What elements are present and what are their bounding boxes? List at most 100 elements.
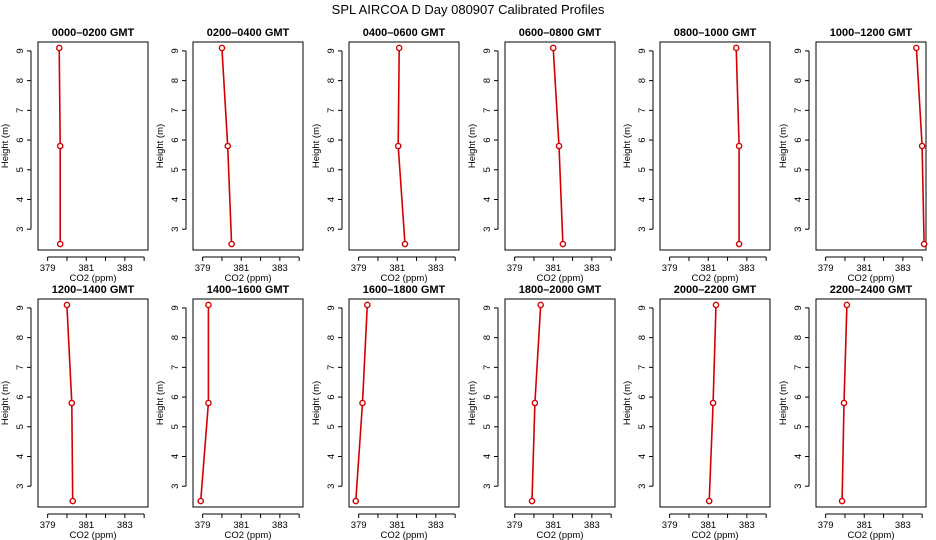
y-axis-label: Height (m) <box>778 124 789 168</box>
y-tick-label: 8 <box>482 335 493 340</box>
x-axis-label: CO2 (ppm) <box>692 530 739 540</box>
plot-frame <box>815 298 927 508</box>
x-tick-label: 383 <box>895 263 911 274</box>
y-tick-label: 4 <box>637 197 648 202</box>
y-tick-label: 5 <box>15 167 26 172</box>
y-tick-label: 9 <box>637 48 648 53</box>
y-tick-label: 3 <box>793 484 804 489</box>
y-tick-label: 6 <box>15 394 26 399</box>
y-tick-label: 4 <box>482 454 493 459</box>
x-tick-label: 379 <box>818 520 834 531</box>
y-tick-label: 7 <box>15 365 26 370</box>
panel-title: 1800–2000 GMT <box>519 284 602 296</box>
data-point <box>55 44 63 52</box>
y-tick-label: 6 <box>326 394 337 399</box>
y-tick-label: 8 <box>170 335 181 340</box>
y-tick-label: 3 <box>482 227 493 232</box>
x-tick-label: 379 <box>40 520 56 531</box>
data-point <box>913 44 920 52</box>
x-tick-label: 383 <box>584 520 600 531</box>
data-point <box>63 301 71 309</box>
y-tick-label: 8 <box>793 335 804 340</box>
y-tick-label: 4 <box>326 197 337 202</box>
y-tick-label: 8 <box>170 78 181 83</box>
data-point <box>843 301 851 309</box>
plot-frame <box>659 298 771 508</box>
y-tick-label: 5 <box>326 424 337 429</box>
y-axis-label: Height (m) <box>0 124 11 168</box>
x-axis-label: CO2 (ppm) <box>848 530 895 540</box>
x-tick-label: 381 <box>856 263 872 274</box>
y-tick-label: 4 <box>637 454 648 459</box>
x-tick-label: 383 <box>272 263 288 274</box>
x-tick-label: 379 <box>507 263 523 274</box>
plot-frame <box>192 41 304 251</box>
y-axis-label: Height (m) <box>467 381 478 425</box>
x-axis-label: CO2 (ppm) <box>225 530 272 540</box>
x-axis-label: CO2 (ppm) <box>537 530 584 540</box>
x-tick-label: 381 <box>545 263 561 274</box>
panel-title: 0000–0200 GMT <box>52 27 135 39</box>
data-point <box>549 44 557 52</box>
y-tick-label: 6 <box>170 394 181 399</box>
x-axis-label: CO2 (ppm) <box>225 273 272 284</box>
y-tick-label: 3 <box>482 484 493 489</box>
data-point <box>555 142 563 150</box>
y-axis-label: Height (m) <box>622 381 633 425</box>
x-tick-label: 381 <box>78 520 94 531</box>
x-axis-label: CO2 (ppm) <box>537 273 584 284</box>
data-point <box>218 44 226 52</box>
data-point <box>352 497 360 505</box>
y-tick-label: 4 <box>170 454 181 459</box>
y-tick-label: 3 <box>170 484 181 489</box>
data-point <box>712 301 720 309</box>
x-tick-label: 379 <box>662 263 678 274</box>
y-tick-label: 7 <box>326 365 337 370</box>
panel-title: 0800–1000 GMT <box>674 27 757 39</box>
y-tick-label: 6 <box>326 137 337 142</box>
y-tick-label: 9 <box>326 305 337 310</box>
y-tick-label: 4 <box>15 454 26 459</box>
y-tick-label: 5 <box>170 167 181 172</box>
x-tick-label: 379 <box>195 263 211 274</box>
y-tick-label: 8 <box>637 78 648 83</box>
figure-title: SPL AIRCOA D Day 080907 Calibrated Profi… <box>332 2 605 17</box>
x-tick-label: 383 <box>428 520 444 531</box>
y-tick-label: 9 <box>170 305 181 310</box>
y-tick-label: 5 <box>793 167 804 172</box>
x-tick-label: 379 <box>507 520 523 531</box>
y-tick-label: 6 <box>637 137 648 142</box>
data-point <box>840 399 848 407</box>
x-tick-label: 379 <box>195 520 211 531</box>
y-tick-label: 5 <box>637 167 648 172</box>
x-tick-label: 383 <box>895 520 911 531</box>
y-tick-label: 9 <box>15 305 26 310</box>
y-tick-label: 9 <box>15 48 26 53</box>
y-axis-label: Height (m) <box>311 381 322 425</box>
x-tick-label: 383 <box>117 520 133 531</box>
x-axis-label: CO2 (ppm) <box>381 530 428 540</box>
x-tick-label: 379 <box>351 520 367 531</box>
y-tick-label: 5 <box>482 167 493 172</box>
x-tick-label: 383 <box>739 263 755 274</box>
panel-title: 1200–1400 GMT <box>52 284 135 296</box>
panel-title: 1600–1800 GMT <box>363 284 446 296</box>
data-point <box>531 399 539 407</box>
data-point <box>68 399 76 407</box>
data-point <box>56 142 64 150</box>
y-tick-label: 7 <box>482 108 493 113</box>
x-axis-label: CO2 (ppm) <box>70 530 117 540</box>
data-point <box>528 497 536 505</box>
data-point <box>918 142 926 150</box>
y-tick-label: 8 <box>326 78 337 83</box>
x-tick-label: 383 <box>117 263 133 274</box>
